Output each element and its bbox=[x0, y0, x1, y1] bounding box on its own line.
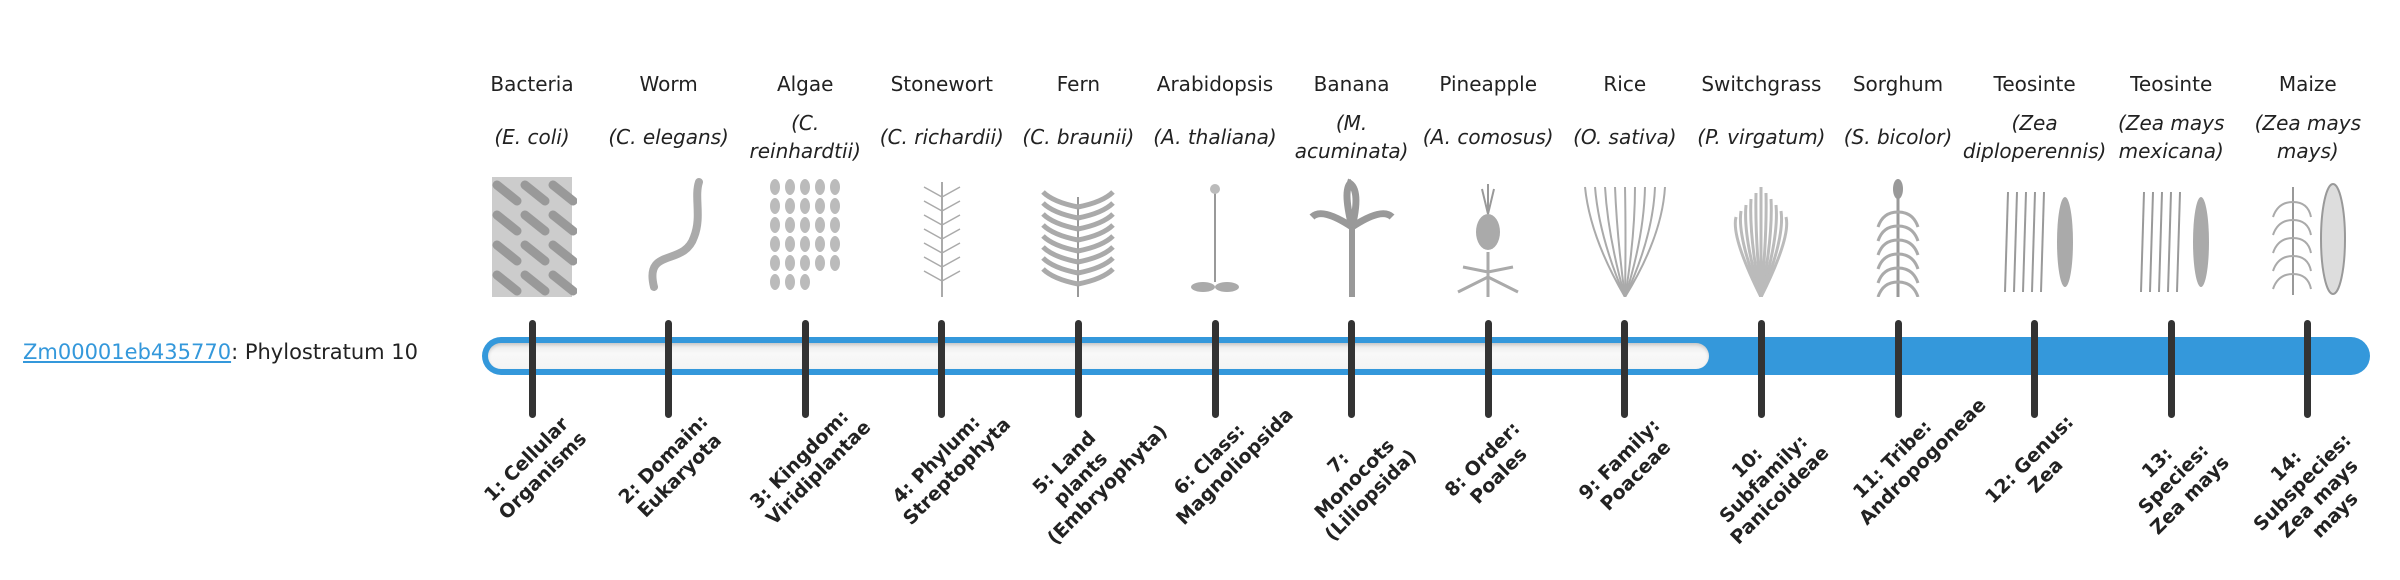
fern-icon bbox=[1010, 172, 1146, 297]
organism-species-name: (C. richardii) bbox=[879, 125, 1004, 149]
banana-icon bbox=[1284, 172, 1420, 297]
organism-species-name: (Zea mays mays) bbox=[2254, 111, 2361, 163]
rank-label: 12: Genus: Zea bbox=[1980, 411, 2078, 508]
organism-species-name: (Zea diploperennis) bbox=[1962, 111, 2107, 163]
organism-species-name: (E. coli) bbox=[494, 125, 570, 149]
organism-column: Sorghum (S. bicolor) bbox=[1830, 66, 1966, 297]
rank-tick bbox=[1621, 320, 1629, 418]
organism-column: Worm (C. elegans) bbox=[601, 66, 737, 297]
organism-column: Maize (Zea mays mays) bbox=[2240, 66, 2376, 297]
organism-common-name: Bacteria bbox=[490, 72, 574, 96]
organism-common-name: Teosinte bbox=[1993, 72, 2076, 96]
organism-common-name: Worm bbox=[639, 72, 698, 96]
teosinte-icon bbox=[1967, 172, 2103, 297]
rank-tick bbox=[528, 320, 536, 418]
organism-column: Arabidopsis (A. thaliana) bbox=[1147, 66, 1283, 297]
pineapple-icon bbox=[1420, 172, 1556, 297]
rank-tick bbox=[1348, 320, 1356, 418]
organism-common-name: Banana bbox=[1313, 72, 1390, 96]
phylostratum-text: Phylostratum 10 bbox=[244, 340, 418, 364]
rank-tick bbox=[1484, 320, 1492, 418]
organism-column: Banana (M. acuminata) bbox=[1284, 66, 1420, 297]
rank-label: 8: Order: Poales bbox=[1440, 417, 1532, 509]
rank-label: 1: Cellular Organisms bbox=[480, 413, 592, 525]
worm-icon bbox=[601, 172, 737, 297]
organism-species-name: (P. virgatum) bbox=[1697, 125, 1826, 149]
rank-label: 10: Subfamily: Panicoideae bbox=[1715, 430, 1834, 549]
rank-label: 5: Land plants (Embryophyta) bbox=[1028, 420, 1173, 550]
arabidopsis-icon bbox=[1147, 172, 1283, 297]
organism-common-name: Arabidopsis bbox=[1156, 72, 1274, 96]
rank-tick bbox=[1074, 320, 1082, 418]
organism-column: Rice (O. sativa) bbox=[1557, 66, 1693, 297]
sorghum-icon bbox=[1830, 172, 1966, 297]
rank-tick bbox=[1757, 320, 1765, 418]
gene-label: Zm00001eb435770: Phylostratum 10 bbox=[23, 340, 418, 364]
organism-species-name: (M. acuminata) bbox=[1294, 111, 1409, 163]
organism-species-name: (Zea mays mexicana) bbox=[2117, 111, 2225, 163]
rank-tick bbox=[1211, 320, 1219, 418]
organism-column: Fern (C. braunii) bbox=[1010, 66, 1146, 297]
organism-common-name: Rice bbox=[1603, 72, 1647, 96]
rank-label: 13: Species: Zea mays bbox=[2134, 439, 2234, 540]
maize-icon bbox=[2240, 172, 2376, 297]
rice-icon bbox=[1557, 172, 1693, 297]
organism-column: Algae (C. reinhardtii) bbox=[737, 66, 873, 297]
organism-column: Pineapple (A. comosus) bbox=[1420, 66, 1556, 297]
rank-label: 2: Domain: Eukaryota bbox=[614, 410, 726, 522]
organism-common-name: Pineapple bbox=[1439, 72, 1538, 96]
organism-common-name: Teosinte bbox=[2130, 72, 2213, 96]
organism-column: Stonewort (C. richardii) bbox=[874, 66, 1010, 297]
rank-tick bbox=[2304, 320, 2312, 418]
organism-species-name: (A. thaliana) bbox=[1153, 125, 1277, 149]
phylostratum-bar bbox=[482, 337, 2370, 375]
organism-species-name: (C. braunii) bbox=[1022, 125, 1135, 149]
organism-common-name: Algae bbox=[776, 72, 834, 96]
organism-common-name: Switchgrass bbox=[1701, 72, 1822, 96]
organism-species-name: (C. reinhardtii) bbox=[749, 111, 861, 163]
rank-tick bbox=[938, 320, 946, 418]
rank-label: 9: Family: Poaceae bbox=[1574, 414, 1676, 516]
rank-tick bbox=[2167, 320, 2175, 418]
stonewort-icon bbox=[874, 172, 1010, 297]
rank-label: 4: Phylum: Streptophyta bbox=[887, 411, 1015, 530]
organism-column: Switchgrass (P. virgatum) bbox=[1693, 66, 1829, 297]
rank-tick bbox=[1894, 320, 1902, 418]
rank-tick bbox=[801, 320, 809, 418]
rank-label: 14: Subspecies: Zea mays mays bbox=[2249, 429, 2363, 543]
bar-track bbox=[488, 343, 1710, 369]
teosinte-icon bbox=[2103, 172, 2239, 297]
organism-species-name: (S. bicolor) bbox=[1843, 125, 1953, 149]
algae-icon bbox=[737, 172, 873, 297]
switchgrass-icon bbox=[1693, 172, 1829, 297]
organism-species-name: (C. elegans) bbox=[608, 125, 729, 149]
organism-common-name: Fern bbox=[1056, 72, 1101, 96]
rank-label: 3: Kingdom: Viridiplantae bbox=[746, 405, 876, 530]
organism-species-name: (O. sativa) bbox=[1573, 125, 1677, 149]
rank-tick bbox=[2031, 320, 2039, 418]
organism-column: Bacteria (E. coli) bbox=[464, 66, 600, 297]
rank-label: 6: Class: Magnoliopsida bbox=[1169, 403, 1298, 530]
organism-column: Teosinte (Zea diploperennis) bbox=[1962, 66, 2107, 297]
organism-common-name: Maize bbox=[2278, 72, 2337, 96]
gene-separator: : bbox=[231, 340, 245, 364]
organism-species-name: (A. comosus) bbox=[1422, 125, 1554, 149]
bacteria-icon bbox=[464, 172, 600, 297]
gene-id-link[interactable]: Zm00001eb435770 bbox=[23, 340, 232, 364]
organism-column: Teosinte (Zea mays mexicana) bbox=[2103, 66, 2239, 297]
organism-common-name: Sorghum bbox=[1852, 72, 1944, 96]
organism-common-name: Stonewort bbox=[890, 72, 993, 96]
rank-label: 7: Monocots (Liliopsida) bbox=[1309, 434, 1421, 546]
rank-tick bbox=[665, 320, 673, 418]
rank-label: 11: Tribe: Andropogoneae bbox=[1848, 393, 1991, 530]
